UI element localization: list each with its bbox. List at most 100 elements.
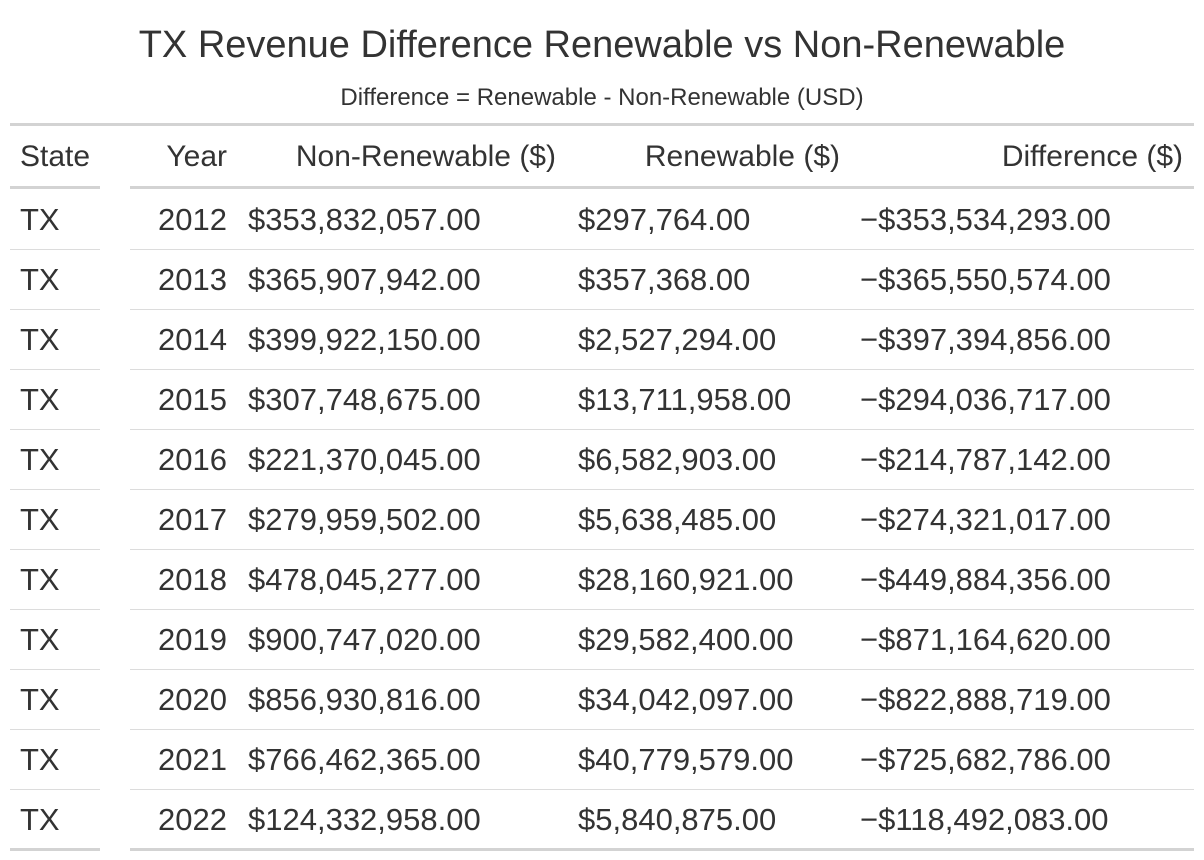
cell-difference: −$397,394,856.00 bbox=[860, 322, 1111, 357]
cell-renewable: $29,582,400.00 bbox=[578, 622, 794, 657]
cell-state: TX bbox=[20, 502, 60, 537]
cell-state: TX bbox=[20, 682, 60, 717]
cell-non-renewable: $766,462,365.00 bbox=[248, 742, 481, 777]
cell-state: TX bbox=[20, 322, 60, 357]
row-divider bbox=[130, 489, 1194, 490]
cell-difference: −$353,534,293.00 bbox=[860, 202, 1111, 237]
row-divider bbox=[10, 549, 100, 550]
table-header-row: State Year Non-Renewable ($) Renewable (… bbox=[10, 126, 1194, 189]
table-title: TX Revenue Difference Renewable vs Non-R… bbox=[138, 24, 1066, 66]
cell-difference: −$214,787,142.00 bbox=[860, 442, 1111, 477]
column-header-year: Year bbox=[166, 140, 227, 173]
cell-renewable: $2,527,294.00 bbox=[578, 322, 777, 357]
cell-difference: −$274,321,017.00 bbox=[860, 502, 1111, 537]
table-subtitle: Difference = Renewable - Non-Renewable (… bbox=[340, 84, 864, 111]
cell-year: 2013 bbox=[158, 262, 227, 297]
row-divider bbox=[130, 429, 1194, 430]
table-row: TX 2018 $478,045,277.00 $28,160,921.00 −… bbox=[10, 550, 1194, 610]
cell-year: 2014 bbox=[158, 322, 227, 357]
cell-year: 2021 bbox=[158, 742, 227, 777]
top-rule bbox=[10, 123, 1194, 126]
cell-renewable: $13,711,958.00 bbox=[578, 382, 792, 417]
cell-difference: −$822,888,719.00 bbox=[860, 682, 1111, 717]
table-row: TX 2019 $900,747,020.00 $29,582,400.00 −… bbox=[10, 610, 1194, 670]
row-divider bbox=[130, 309, 1194, 310]
row-divider bbox=[130, 369, 1194, 370]
cell-renewable: $6,582,903.00 bbox=[578, 442, 777, 477]
header-underline-values bbox=[130, 186, 1194, 189]
cell-non-renewable: $478,045,277.00 bbox=[248, 562, 481, 597]
table-row: TX 2022 $124,332,958.00 $5,840,875.00 −$… bbox=[10, 790, 1194, 851]
row-divider bbox=[10, 489, 100, 490]
cell-non-renewable: $279,959,502.00 bbox=[248, 502, 481, 537]
row-divider bbox=[10, 729, 100, 730]
revenue-table: State Year Non-Renewable ($) Renewable (… bbox=[10, 126, 1194, 851]
cell-difference: −$871,164,620.00 bbox=[860, 622, 1111, 657]
cell-non-renewable: $353,832,057.00 bbox=[248, 202, 481, 237]
cell-non-renewable: $221,370,045.00 bbox=[248, 442, 481, 477]
cell-difference: −$118,492,083.00 bbox=[860, 802, 1109, 837]
cell-state: TX bbox=[20, 202, 60, 237]
table-row: TX 2012 $353,832,057.00 $297,764.00 −$35… bbox=[10, 190, 1194, 250]
cell-year: 2015 bbox=[158, 382, 227, 417]
cell-non-renewable: $365,907,942.00 bbox=[248, 262, 481, 297]
row-divider bbox=[130, 669, 1194, 670]
row-divider bbox=[130, 848, 1194, 851]
cell-renewable: $5,638,485.00 bbox=[578, 502, 777, 537]
cell-year: 2020 bbox=[158, 682, 227, 717]
column-header-renewable: Renewable ($) bbox=[644, 140, 840, 173]
cell-renewable: $357,368.00 bbox=[578, 262, 751, 297]
row-divider bbox=[10, 609, 100, 610]
header-underline-state bbox=[10, 186, 100, 189]
row-divider bbox=[130, 789, 1194, 790]
cell-state: TX bbox=[20, 622, 60, 657]
table-row: TX 2016 $221,370,045.00 $6,582,903.00 −$… bbox=[10, 430, 1194, 490]
cell-renewable: $28,160,921.00 bbox=[578, 562, 794, 597]
row-divider bbox=[130, 729, 1194, 730]
cell-difference: −$725,682,786.00 bbox=[860, 742, 1111, 777]
row-divider bbox=[10, 789, 100, 790]
row-divider bbox=[10, 429, 100, 430]
table-row: TX 2017 $279,959,502.00 $5,638,485.00 −$… bbox=[10, 490, 1194, 550]
row-divider bbox=[130, 609, 1194, 610]
row-divider bbox=[10, 848, 100, 851]
cell-state: TX bbox=[20, 382, 60, 417]
column-header-state: State bbox=[20, 140, 91, 173]
table-row: TX 2015 $307,748,675.00 $13,711,958.00 −… bbox=[10, 370, 1194, 430]
cell-renewable: $34,042,097.00 bbox=[578, 682, 794, 717]
row-divider bbox=[10, 669, 100, 670]
cell-year: 2022 bbox=[158, 802, 227, 837]
cell-difference: −$449,884,356.00 bbox=[860, 562, 1111, 597]
cell-non-renewable: $900,747,020.00 bbox=[248, 622, 481, 657]
row-divider bbox=[130, 249, 1194, 250]
column-header-non-renewable: Non-Renewable ($) bbox=[295, 140, 556, 173]
cell-state: TX bbox=[20, 562, 60, 597]
row-divider bbox=[130, 549, 1194, 550]
cell-difference: −$294,036,717.00 bbox=[860, 382, 1111, 417]
cell-state: TX bbox=[20, 442, 60, 477]
table-row: TX 2020 $856,930,816.00 $34,042,097.00 −… bbox=[10, 670, 1194, 730]
cell-state: TX bbox=[20, 262, 60, 297]
cell-year: 2012 bbox=[158, 202, 227, 237]
cell-state: TX bbox=[20, 742, 60, 777]
cell-renewable: $297,764.00 bbox=[578, 202, 751, 237]
cell-renewable: $5,840,875.00 bbox=[578, 802, 777, 837]
cell-state: TX bbox=[20, 802, 60, 837]
cell-year: 2017 bbox=[158, 502, 227, 537]
row-divider bbox=[10, 309, 100, 310]
cell-non-renewable: $856,930,816.00 bbox=[248, 682, 481, 717]
cell-year: 2018 bbox=[158, 562, 227, 597]
column-header-difference: Difference ($) bbox=[1001, 140, 1183, 173]
table-row: TX 2014 $399,922,150.00 $2,527,294.00 −$… bbox=[10, 310, 1194, 370]
cell-difference: −$365,550,574.00 bbox=[860, 262, 1111, 297]
row-divider bbox=[10, 249, 100, 250]
cell-non-renewable: $399,922,150.00 bbox=[248, 322, 481, 357]
row-divider bbox=[10, 369, 100, 370]
cell-non-renewable: $124,332,958.00 bbox=[248, 802, 481, 837]
table-row: TX 2013 $365,907,942.00 $357,368.00 −$36… bbox=[10, 250, 1194, 310]
cell-year: 2019 bbox=[158, 622, 227, 657]
table-body: TX 2012 $353,832,057.00 $297,764.00 −$35… bbox=[10, 190, 1194, 851]
cell-year: 2016 bbox=[158, 442, 227, 477]
cell-renewable: $40,779,579.00 bbox=[578, 742, 794, 777]
cell-non-renewable: $307,748,675.00 bbox=[248, 382, 481, 417]
